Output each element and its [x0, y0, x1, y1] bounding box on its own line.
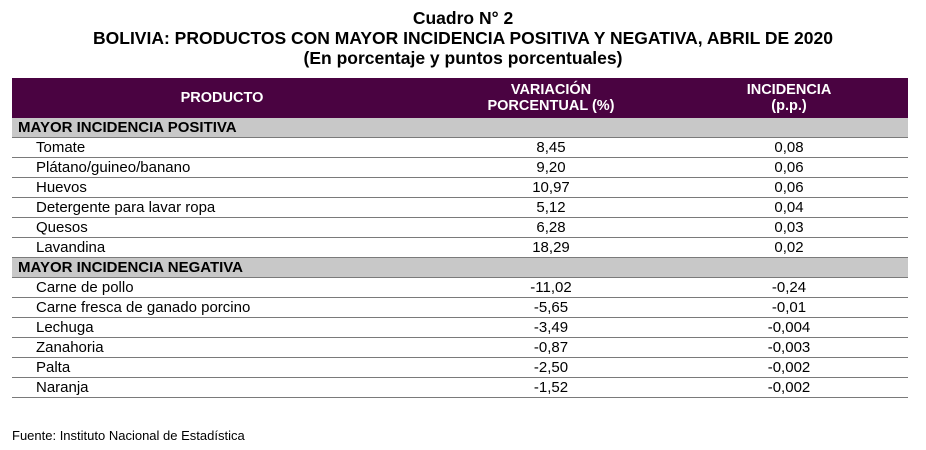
cell-variacion: 6,28	[432, 217, 670, 238]
table-row: Zanahoria -0,87 -0,003	[12, 337, 908, 358]
cell-incidencia: 0,08	[670, 137, 908, 158]
cell-incidencia: -0,24	[670, 277, 908, 298]
cell-producto: Plátano/guineo/banano	[12, 157, 432, 178]
cell-variacion: -11,02	[432, 277, 670, 298]
table-subtitle: (En porcentaje y puntos porcentuales)	[303, 48, 623, 68]
incidence-table: PRODUCTO VARIACIÓN PORCENTUAL (%) INCIDEN…	[12, 78, 908, 398]
cell-variacion: 8,45	[432, 137, 670, 158]
cell-variacion: -1,52	[432, 377, 670, 398]
cell-incidencia: 0,06	[670, 177, 908, 198]
section-label: MAYOR INCIDENCIA NEGATIVA	[12, 257, 908, 278]
cell-producto: Zanahoria	[12, 337, 432, 358]
cell-incidencia: -0,002	[670, 377, 908, 398]
cell-variacion: -2,50	[432, 357, 670, 378]
table-number: Cuadro N° 2	[412, 8, 514, 28]
cell-incidencia: 0,03	[670, 217, 908, 238]
header-incidencia: INCIDENCIA (p.p.)	[670, 78, 908, 118]
cell-producto: Lechuga	[12, 317, 432, 338]
cell-producto: Carne de pollo	[12, 277, 432, 298]
section-label: MAYOR INCIDENCIA POSITIVA	[12, 118, 908, 138]
cell-variacion: -3,49	[432, 317, 670, 338]
table-row: Plátano/guineo/banano 9,20 0,06	[12, 157, 908, 178]
table-row: Quesos 6,28 0,03	[12, 217, 908, 238]
table-row: Detergente para lavar ropa 5,12 0,04	[12, 197, 908, 218]
table-row: Lavandina 18,29 0,02	[12, 237, 908, 258]
table-row: Huevos 10,97 0,06	[12, 177, 908, 198]
table-row: Naranja -1,52 -0,002	[12, 377, 908, 398]
table-title-block: Cuadro N° 2 BOLIVIA: PRODUCTOS CON MAYOR…	[0, 8, 926, 68]
cell-incidencia: 0,04	[670, 197, 908, 218]
cell-producto: Detergente para lavar ropa	[12, 197, 432, 218]
header-variacion: VARIACIÓN PORCENTUAL (%)	[432, 78, 670, 118]
header-row: PRODUCTO VARIACIÓN PORCENTUAL (%) INCIDEN…	[12, 78, 908, 118]
section-positive: MAYOR INCIDENCIA POSITIVA	[12, 118, 908, 138]
table-row: Carne de pollo -11,02 -0,24	[12, 277, 908, 298]
cell-producto: Carne fresca de ganado porcino	[12, 297, 432, 318]
cell-incidencia: -0,01	[670, 297, 908, 318]
cell-producto: Palta	[12, 357, 432, 378]
cell-incidencia: 0,02	[670, 237, 908, 258]
cell-variacion: -0,87	[432, 337, 670, 358]
table-row: Palta -2,50 -0,002	[12, 357, 908, 378]
cell-variacion: 5,12	[432, 197, 670, 218]
cell-incidencia: -0,003	[670, 337, 908, 358]
cell-producto: Quesos	[12, 217, 432, 238]
cell-incidencia: -0,002	[670, 357, 908, 378]
source-note: Fuente: Instituto Nacional de Estadístic…	[12, 428, 245, 443]
header-producto: PRODUCTO	[12, 78, 432, 118]
cell-incidencia: -0,004	[670, 317, 908, 338]
cell-producto: Naranja	[12, 377, 432, 398]
section-negative: MAYOR INCIDENCIA NEGATIVA	[12, 257, 908, 278]
table-row: Tomate 8,45 0,08	[12, 137, 908, 158]
table-row: Lechuga -3,49 -0,004	[12, 317, 908, 338]
cell-producto: Huevos	[12, 177, 432, 198]
cell-producto: Tomate	[12, 137, 432, 158]
cell-variacion: 18,29	[432, 237, 670, 258]
table-title: BOLIVIA: PRODUCTOS CON MAYOR INCIDENCIA …	[93, 28, 833, 48]
cell-variacion: 10,97	[432, 177, 670, 198]
cell-incidencia: 0,06	[670, 157, 908, 178]
cell-producto: Lavandina	[12, 237, 432, 258]
cell-variacion: 9,20	[432, 157, 670, 178]
cell-variacion: -5,65	[432, 297, 670, 318]
table-row: Carne fresca de ganado porcino -5,65 -0,…	[12, 297, 908, 318]
